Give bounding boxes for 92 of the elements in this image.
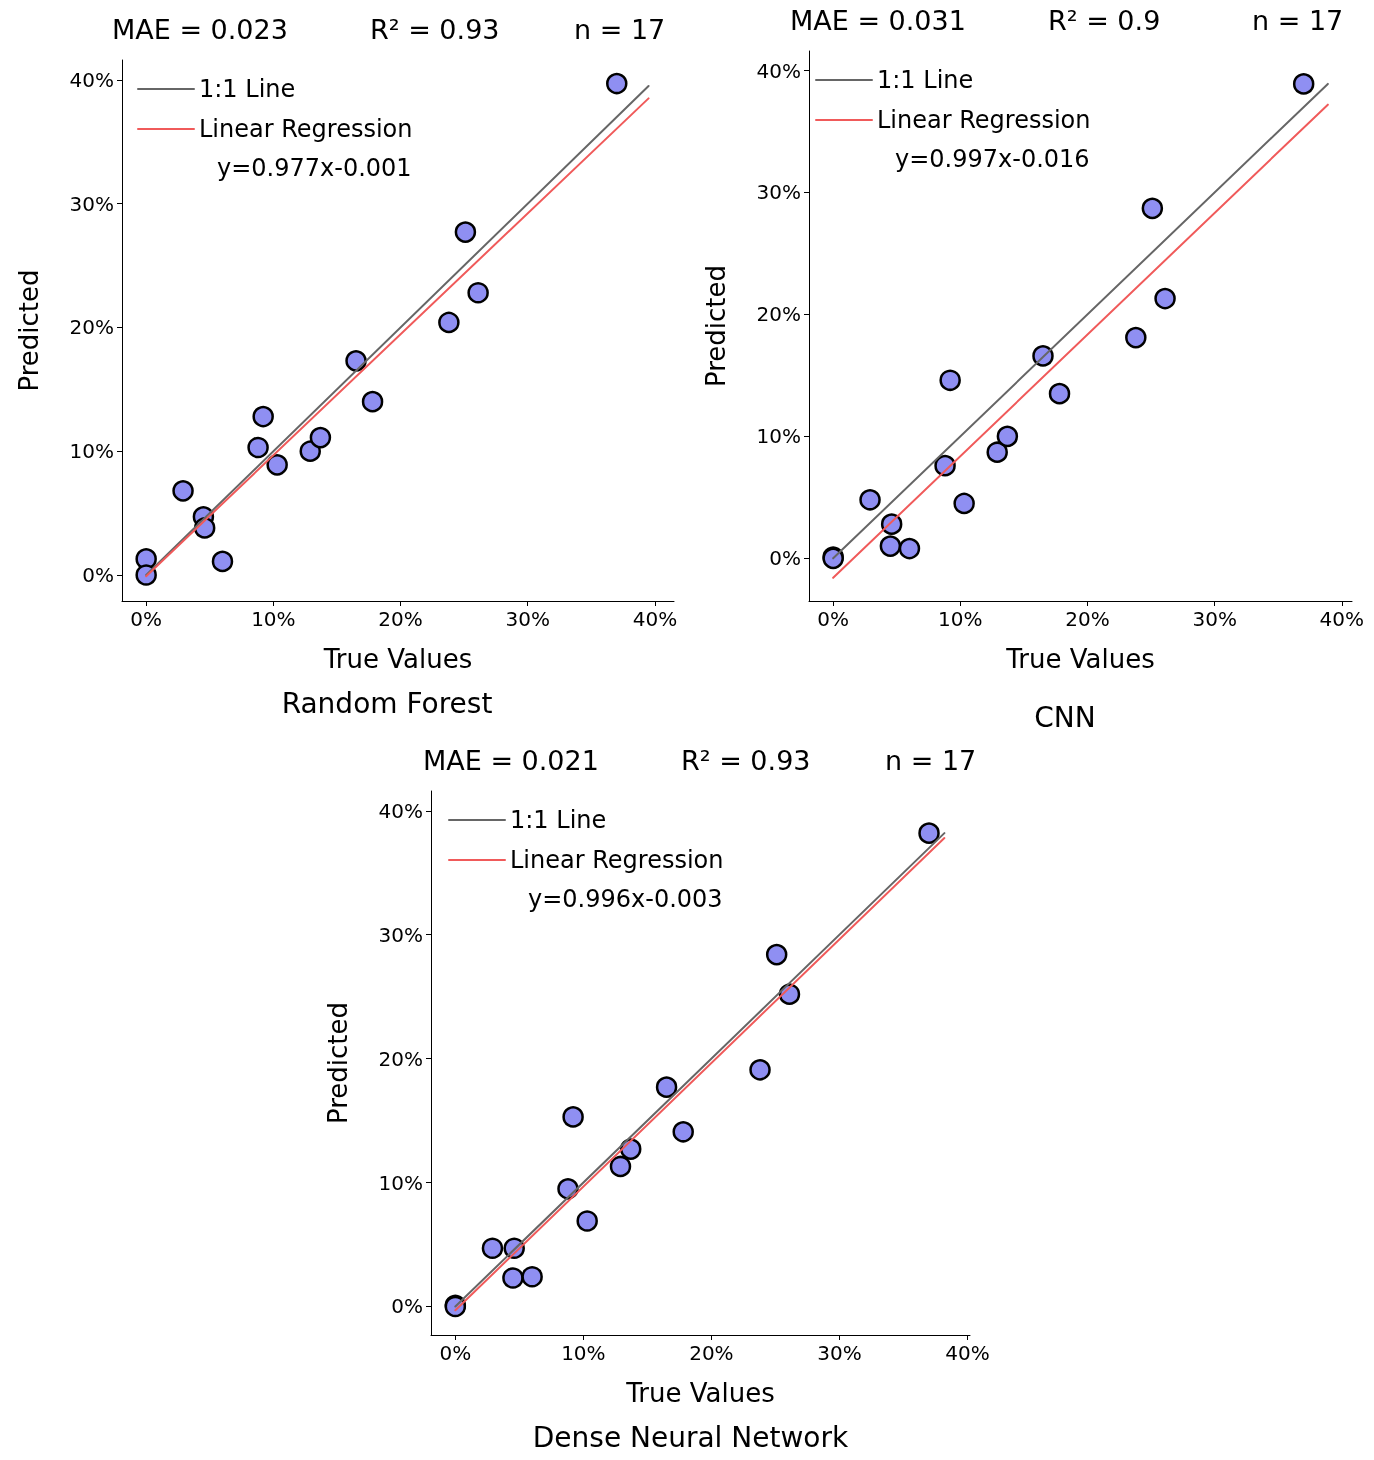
point [609,1155,632,1178]
text: MAE = 0.021 [423,745,599,776]
point [859,489,881,511]
point [1292,73,1315,95]
x-tick-label: 40% [1319,607,1365,631]
x-tick-label: 40% [632,607,678,631]
x-tick-label: 0% [439,1341,472,1365]
y-axis-title: Predicted [323,1001,353,1125]
point [266,454,288,476]
point [655,1076,678,1098]
point [481,1237,504,1259]
legend-label: 1:1 Line [877,66,974,94]
point [502,1267,524,1289]
x-tick-label: 30% [505,607,550,631]
legend-label: Linear Regression [510,846,724,874]
x-tick-label: 10% [561,1341,606,1365]
y-tick-label: 20% [378,1046,423,1071]
y-axis-title: Predicted [701,264,731,388]
y-tick-label: 10% [378,1170,423,1195]
point [576,1210,598,1232]
point [898,537,921,560]
y-tick-label: 20% [69,315,114,340]
text: n = 17 [1252,5,1344,36]
point [562,1106,584,1128]
text: Dense Neural Network [532,1420,849,1454]
text: n = 17 [574,14,666,45]
point [939,369,961,392]
point [172,480,194,502]
y-tick-label: 40% [756,58,801,83]
y-axis-title: Predicted [14,269,44,392]
point [918,822,940,844]
point [986,441,1008,463]
x-tick-label: 30% [817,1341,862,1365]
legend-label: 1:1 Line [510,806,607,834]
point [521,1266,543,1288]
annotation: y=0.996x-0.003 [528,885,723,913]
y-tick-label: 40% [69,67,114,92]
y-tick-label: 30% [69,191,114,216]
x-axis-title: True Values [1005,644,1155,674]
legend-label: Linear Regression [877,106,1091,134]
text: R² = 0.93 [681,745,811,776]
y-tick-label: 0% [391,1294,423,1319]
y-tick-label: 0% [82,563,114,587]
y-tick-label: 10% [756,424,801,449]
legend-label: Linear Regression [199,115,413,143]
point [211,550,234,573]
x-axis-title: True Values [625,1378,775,1408]
point [309,426,332,449]
text: MAE = 0.031 [790,5,966,36]
text: CNN [1034,700,1096,734]
text: R² = 0.9 [1048,5,1161,36]
point [879,535,902,557]
point [672,1121,694,1143]
point [299,440,321,462]
x-tick-label: 10% [251,607,296,631]
point [1048,382,1071,405]
point [1125,326,1147,349]
text: MAE = 0.023 [112,14,288,45]
x-tick-label: 30% [1192,607,1237,631]
text: R² = 0.93 [370,14,500,45]
x-tick-label: 10% [938,607,983,631]
y-tick-label: 20% [756,302,801,327]
y-tick-label: 30% [378,922,423,947]
point [438,311,460,334]
legend-label: 1:1 Line [199,75,296,103]
x-tick-label: 0% [817,607,850,631]
text: n = 17 [885,745,977,776]
point [749,1059,771,1081]
point [953,492,975,515]
point [996,425,1019,448]
point [1154,287,1176,310]
point [247,436,269,459]
point [252,405,274,428]
x-tick-label: 0% [130,607,163,631]
point [454,221,477,243]
point [345,350,367,372]
x-tick-label: 40% [945,1341,990,1365]
point [1141,197,1164,220]
point [361,390,384,413]
annotation: y=0.977x-0.001 [217,154,412,182]
y-tick-label: 10% [69,439,114,464]
y-tick-label: 0% [769,546,801,571]
x-tick-label: 20% [689,1341,734,1365]
annotation: y=0.997x-0.016 [895,145,1090,173]
y-tick-label: 40% [378,798,423,823]
point [765,943,788,966]
point [606,72,628,95]
x-axis-title: True Values [322,644,473,674]
text: Random Forest [281,686,493,720]
point [467,282,489,304]
y-tick-label: 30% [756,180,801,205]
x-tick-label: 20% [1065,607,1110,631]
